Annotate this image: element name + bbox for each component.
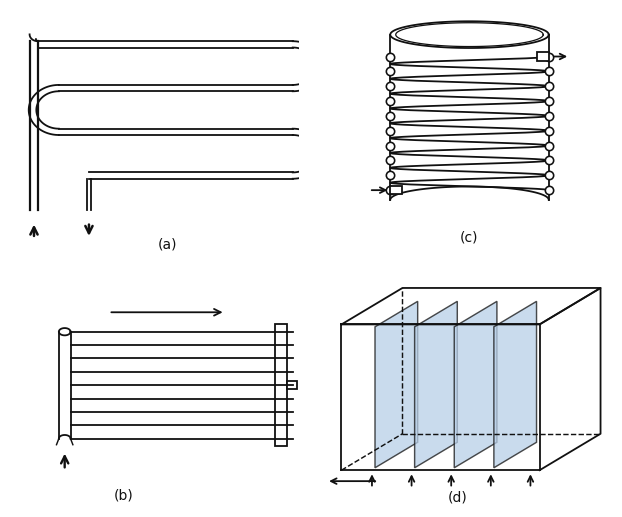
Bar bbox=[287, 381, 297, 389]
Bar bbox=[275, 325, 287, 446]
Bar bbox=[537, 52, 549, 61]
Text: (b): (b) bbox=[113, 489, 133, 503]
Polygon shape bbox=[415, 301, 457, 468]
Polygon shape bbox=[494, 301, 537, 468]
Bar bbox=[390, 186, 402, 194]
Text: (a): (a) bbox=[157, 237, 177, 251]
Polygon shape bbox=[375, 301, 418, 468]
Polygon shape bbox=[454, 301, 497, 468]
Text: (c): (c) bbox=[460, 230, 479, 244]
Text: (d): (d) bbox=[447, 491, 467, 505]
